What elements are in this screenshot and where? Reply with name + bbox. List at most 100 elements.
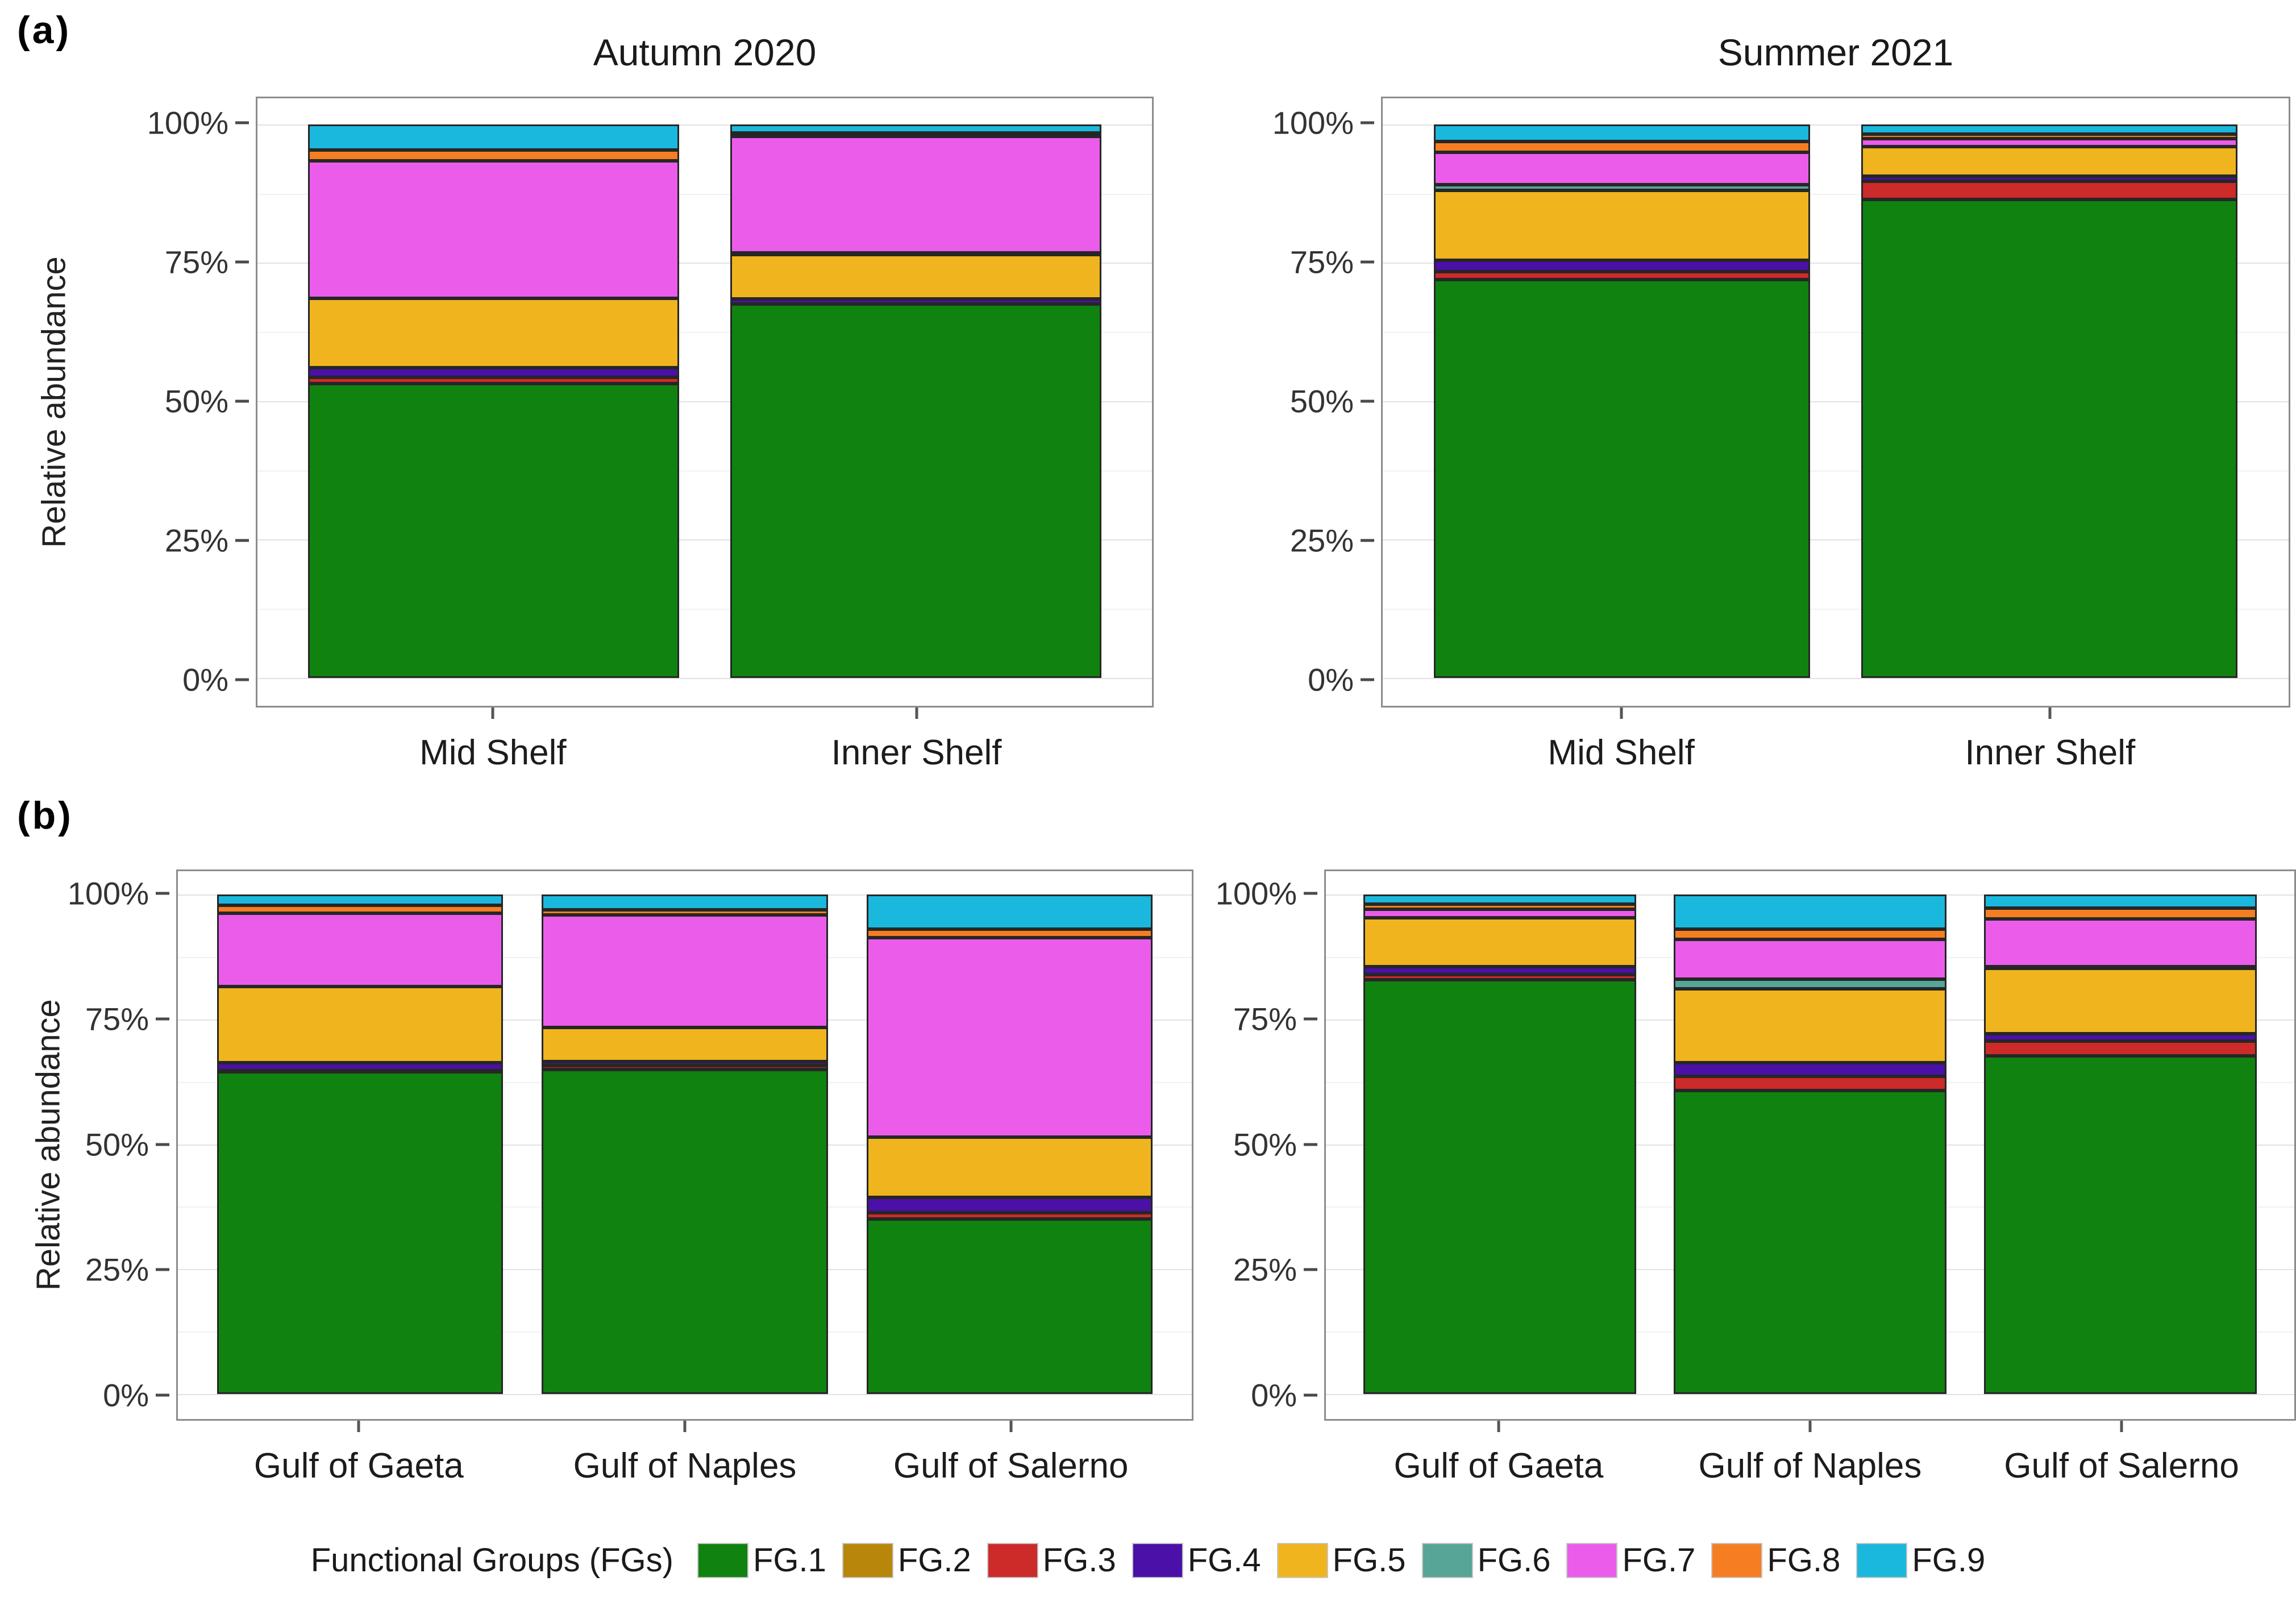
- legend-color-swatch: [842, 1542, 893, 1578]
- x-tick-mark: [357, 1421, 360, 1432]
- gridline-minor: [1383, 193, 2289, 195]
- legend-color-swatch: [697, 1542, 748, 1578]
- y-tick-mark: [156, 892, 169, 895]
- panel-b-label: (b): [17, 794, 73, 837]
- y-tick-mark: [1361, 678, 1374, 681]
- bar-segment-fg-9: [542, 894, 828, 910]
- y-tick-mark: [235, 539, 249, 542]
- y-tick-mark: [1304, 1017, 1317, 1021]
- legend-item-fg-8: FG.8: [1711, 1541, 1840, 1579]
- legend-item-fg-5: FG.5: [1276, 1541, 1406, 1579]
- gridline-major: [1383, 401, 2289, 402]
- y-tick-label: 75%: [1233, 1000, 1317, 1037]
- bar-segment-fg-5: [867, 1137, 1153, 1197]
- y-tick-label: 100%: [68, 875, 169, 912]
- bar-segment-fg-1: [867, 1219, 1153, 1394]
- bar-segment-fg-5: [1434, 190, 1810, 260]
- x-tick-label: Mid Shelf: [1433, 708, 1810, 793]
- bars-area: [1383, 124, 2289, 678]
- legend-item-fg-3: FG.3: [987, 1541, 1116, 1579]
- bar-segment-fg-1: [1363, 979, 1637, 1394]
- bar-segment-fg-1: [1983, 1056, 2257, 1394]
- y-tick-label: 75%: [165, 244, 249, 281]
- bar-segment-fg-7: [542, 915, 828, 1028]
- y-tick-label: 25%: [1290, 522, 1374, 559]
- chart-autumn-2020-shelf: Autumn 2020 Relative abundance 0% 25% 50% 7…: [23, 23, 1154, 793]
- y-axis-label: Relative abundance: [30, 999, 67, 1291]
- y-tick-mark: [156, 1393, 169, 1397]
- y-axis-ticks: 0% 25% 50% 75% 100%: [1216, 869, 1324, 1421]
- bar-segment-fg-5: [730, 254, 1101, 299]
- bar-segment-fg-7: [217, 913, 503, 987]
- bar-segment-fg-9: [1983, 894, 2257, 909]
- y-tick-label: 25%: [85, 1251, 169, 1288]
- stacked-bar-gulf-of-gaeta: [217, 894, 503, 1394]
- y-tick-label: 0%: [1308, 661, 1374, 698]
- bar-segment-fg-9: [1363, 894, 1637, 905]
- bar-segment-fg-5: [308, 298, 680, 368]
- bar-segment-fg-9: [217, 894, 503, 905]
- y-tick-label: 25%: [1233, 1251, 1317, 1288]
- bar-segment-fg-9: [1434, 124, 1810, 142]
- gridline-minor: [257, 193, 1152, 195]
- bar-segment-fg-8: [1363, 904, 1637, 909]
- gridline-major: [1383, 539, 2289, 541]
- x-axis-labels: Mid Shelf Inner Shelf: [1381, 708, 2290, 793]
- gridline-major: [257, 263, 1152, 264]
- stacked-bar-mid-shelf: [1434, 124, 1810, 678]
- bar-segment-fg-4: [1861, 176, 2237, 182]
- bar-segment-fg-7: [1983, 918, 2257, 967]
- bar-segment-fg-4: [308, 368, 680, 378]
- bars-area: [257, 124, 1152, 678]
- bar-segment-fg-3: [542, 1065, 828, 1070]
- y-tick-mark: [1304, 1393, 1317, 1397]
- gridline-minor: [257, 332, 1152, 334]
- legend-color-swatch: [1711, 1542, 1763, 1578]
- gridline-minor: [1383, 332, 2289, 334]
- y-tick-mark: [156, 1143, 169, 1146]
- y-tick-mark: [1304, 1268, 1317, 1271]
- x-tick-label: Gulf of Naples: [542, 1421, 829, 1517]
- bar-segment-fg-5: [1861, 146, 2237, 176]
- bar-segment-fg-1: [1861, 199, 2237, 678]
- chart-title: Autumn 2020: [593, 31, 817, 73]
- chart-title: Summer 2021: [1717, 31, 1954, 73]
- bar-segment-fg-1: [730, 304, 1101, 678]
- gridline-major: [1383, 677, 2289, 679]
- bar-segment-fg-4: [730, 298, 1101, 305]
- chart-autumn-2020-gulfs: Relative abundance 0% 25% 50% 75% 100% Gulf …: [23, 813, 1193, 1517]
- stacked-bar-gulf-of-naples: [1673, 894, 1947, 1394]
- stacked-bar-gulf-of-gaeta: [1363, 894, 1637, 1394]
- y-tick-mark: [156, 1017, 169, 1021]
- bar-segment-fg-8: [730, 132, 1101, 137]
- x-tick-mark: [915, 708, 918, 719]
- legend-item-label: FG.7: [1622, 1542, 1696, 1579]
- bars-area: [178, 894, 1192, 1394]
- bar-segment-fg-9: [1673, 894, 1947, 930]
- legend-color-swatch: [1566, 1542, 1618, 1578]
- y-tick-mark: [235, 260, 249, 264]
- y-tick-label: 50%: [85, 1126, 169, 1163]
- y-tick-mark: [1361, 121, 1374, 124]
- bar-segment-fg-4: [1434, 260, 1810, 272]
- bar-segment-fg-7: [1434, 152, 1810, 185]
- x-tick-label: Gulf of Naples: [1673, 1421, 1947, 1517]
- legend-item-label: FG.3: [1042, 1542, 1116, 1579]
- gridline-minor: [257, 609, 1152, 610]
- bar-segment-fg-7: [867, 937, 1153, 1138]
- y-tick-mark: [1304, 1143, 1317, 1146]
- x-tick-mark: [1009, 1421, 1013, 1432]
- bar-segment-fg-3: [1363, 974, 1637, 980]
- x-tick-label: Inner Shelf: [730, 708, 1103, 793]
- bar-segment-fg-5: [1983, 968, 2257, 1034]
- legend-item-fg-2: FG.2: [842, 1541, 971, 1579]
- bar-segment-fg-7: [1673, 939, 1947, 979]
- bar-segment-fg-5: [542, 1027, 828, 1062]
- bar-segment-fg-7: [308, 161, 680, 298]
- bar-segment-fg-3: [1861, 181, 2237, 200]
- bar-segment-fg-5: [217, 987, 503, 1063]
- legend-color-swatch: [1856, 1542, 1908, 1578]
- y-axis-ticks: 0% 25% 50% 75% 100%: [68, 869, 176, 1421]
- y-tick-mark: [235, 678, 249, 681]
- legend-item-label: FG.6: [1477, 1542, 1551, 1579]
